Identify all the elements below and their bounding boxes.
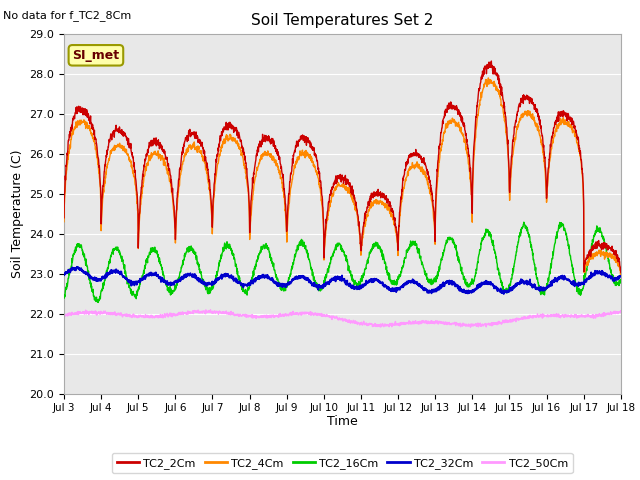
Y-axis label: Soil Temperature (C): Soil Temperature (C) [11, 149, 24, 278]
Text: No data for f_TC2_8Cm: No data for f_TC2_8Cm [3, 11, 131, 22]
Legend: TC2_2Cm, TC2_4Cm, TC2_16Cm, TC2_32Cm, TC2_50Cm: TC2_2Cm, TC2_4Cm, TC2_16Cm, TC2_32Cm, TC… [112, 453, 573, 473]
Title: Soil Temperatures Set 2: Soil Temperatures Set 2 [252, 13, 433, 28]
Text: SI_met: SI_met [72, 49, 120, 62]
X-axis label: Time: Time [327, 415, 358, 428]
